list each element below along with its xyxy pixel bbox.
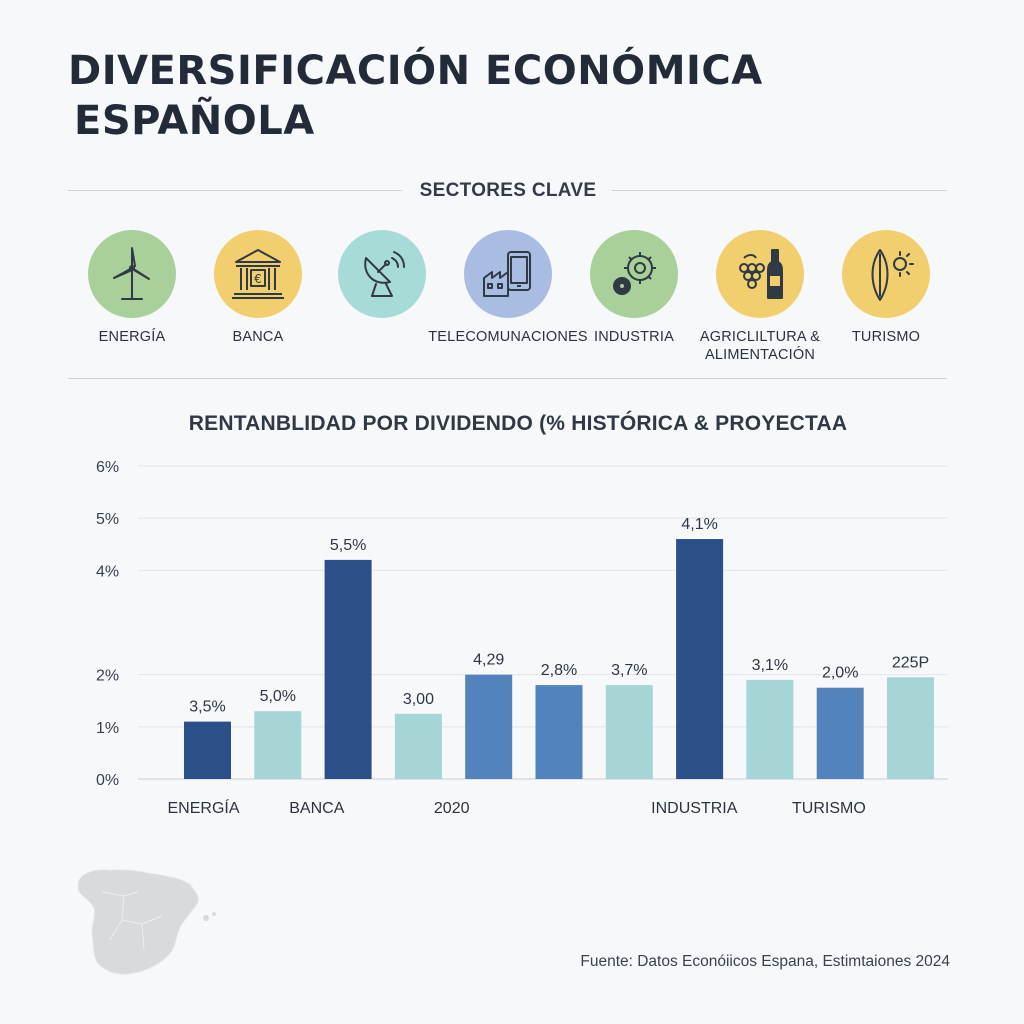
- sector-turismo-circle: [842, 230, 930, 318]
- bar-value-label: 2,8%: [541, 662, 577, 679]
- factory-phone-icon: [483, 251, 531, 297]
- bar-value-label: 2,0%: [822, 665, 858, 682]
- x-tick-label: 2020: [434, 800, 470, 817]
- sector-agricultura-label-line-2: ALIMENTACIÓN: [704, 347, 816, 363]
- bar: [676, 539, 724, 779]
- bar: [254, 711, 302, 779]
- sector-energia-circle: [88, 230, 176, 318]
- sector-turismo-label: TURISMO: [851, 329, 921, 345]
- bar-value-label: 3,7%: [611, 662, 647, 679]
- bar: [746, 679, 794, 779]
- bar: [605, 685, 653, 779]
- sector-industria-circle: [590, 230, 678, 318]
- y-tick-label: 0%: [96, 772, 119, 789]
- page-title-line-1: DIVERSIFICACIÓN ECONÓMICA: [68, 48, 763, 94]
- bar-value-label: 225P: [892, 654, 929, 671]
- x-tick-label: ENERGÍA: [167, 798, 239, 817]
- sector-industria-label: INDUSTRIA: [594, 329, 674, 345]
- y-tick-label: 1%: [96, 720, 119, 737]
- sectores-heading: SECTORES CLAVE: [419, 180, 597, 201]
- x-tick-label: TURISMO: [792, 800, 866, 817]
- bank-euro-icon: €: [232, 249, 284, 299]
- sector-agricultura-circle: [716, 230, 804, 318]
- bar: [535, 685, 583, 779]
- sector-industria: INDUSTRIA: [554, 230, 714, 346]
- bar-value-label: 4,1%: [681, 516, 717, 533]
- page-title: DIVERSIFICACIÓN ECONÓMICA ESPAÑOLA: [68, 46, 948, 146]
- bar: [184, 721, 231, 779]
- sector-telecomunicaciones-circle: [464, 230, 552, 318]
- sector-telecom-dish: [302, 230, 462, 328]
- y-tick-label: 2%: [96, 668, 119, 685]
- source-note: Fuente: Datos Econóiicos Espana, Estimta…: [580, 953, 950, 970]
- bar-value-label: 3,00: [403, 691, 434, 708]
- x-tick-label: BANCA: [289, 800, 344, 817]
- sector-telecom-dish-circle: [338, 230, 426, 318]
- y-tick-label: 5%: [96, 511, 119, 528]
- sector-agricultura: AGRICLILTURA & ALIMENTACIÓN: [680, 230, 840, 364]
- sector-banca-label: BANCA: [232, 329, 284, 345]
- bar: [887, 677, 934, 779]
- bar-value-label: 3,5%: [189, 699, 225, 716]
- divider-left-top: [68, 190, 402, 191]
- satellite-dish-icon: [364, 251, 405, 297]
- svg-text:€: €: [254, 272, 262, 286]
- divider-right-top: [612, 190, 947, 191]
- gears-icon: [613, 252, 656, 295]
- bar: [394, 713, 442, 779]
- bar-value-label: 3,1%: [752, 657, 788, 674]
- bar: [324, 559, 372, 779]
- y-tick-label: 6%: [96, 459, 119, 476]
- bar: [465, 674, 513, 779]
- bar-value-label: 5,5%: [330, 537, 366, 554]
- sector-agricultura-label-line-1: AGRICLILTURA &: [699, 329, 821, 345]
- wind-turbine-icon: [113, 247, 150, 300]
- surfboard-sun-icon: [871, 249, 914, 301]
- sector-agricultura-label: AGRICLILTURA & ALIMENTACIÓN: [680, 328, 840, 364]
- bar-value-label: 4,29: [473, 652, 504, 669]
- sector-telecomunicaciones-label: TELECOMUNACIONES: [428, 329, 588, 345]
- sector-turismo: TURISMO: [806, 230, 966, 346]
- page-title-line-2: ESPAÑOLA: [74, 98, 315, 144]
- x-tick-label: INDUSTRIA: [651, 800, 738, 817]
- bar: [816, 687, 864, 779]
- grapes-bottle-icon: [739, 249, 783, 299]
- dividend-bar-chart: 0% 1% 2% 4% 5% 6% 3,5% 5,0% 5,5% 3,00 4,29 2,8% 3,7%…: [96, 459, 948, 817]
- sector-energia: ENERGÍA: [52, 230, 212, 346]
- chart-title: RENTANBLIDAD POR DIVIDENDO (% HISTÓRICA …: [188, 412, 848, 435]
- bar-value-label: 5,0%: [260, 688, 296, 705]
- spain-map-silhouette: [77, 869, 216, 975]
- sector-banca: € BANCA: [178, 230, 338, 346]
- sector-energia-label: ENERGÍA: [98, 329, 166, 345]
- sector-telecomunicaciones: TELECOMUNACIONES: [428, 230, 588, 346]
- sector-banca-circle: €: [214, 230, 302, 318]
- divider-bottom-sectores: [68, 378, 947, 379]
- y-tick-label: 4%: [96, 563, 119, 580]
